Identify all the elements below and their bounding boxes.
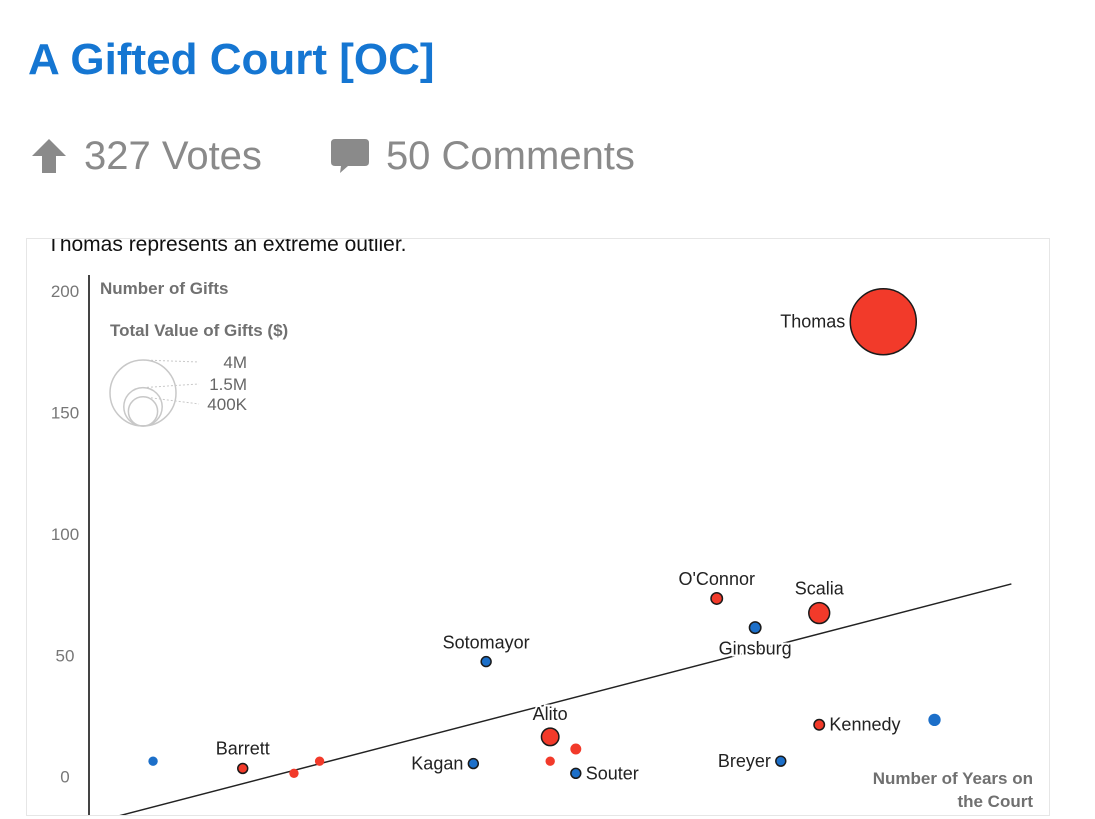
comments-count: 50 Comments [385,133,635,178]
data-point-sotomayor [480,655,492,668]
trend-line [119,583,1012,815]
size-legend-label: 4M [223,353,247,372]
votes-button[interactable]: 327 Votes [30,134,262,179]
point-label: Barrett [216,738,270,758]
size-legend-title: Total Value of Gifts ($) [110,321,288,340]
point-label: Alito [533,704,568,724]
point-label: Scalia [795,579,845,599]
data-point-scalia [808,601,831,625]
size-legend-label: 1.5M [209,375,247,394]
point-label: Thomas [780,312,845,332]
size-legend-leader [142,359,200,363]
data-point-unlabeled [928,713,941,727]
x-axis-title: the Court [957,792,1033,811]
comments-button[interactable]: 50 Comments [330,134,635,179]
point-label: O'Connor [678,569,754,589]
data-point-barrett [237,762,249,775]
speech-bubble-icon[interactable] [330,137,370,175]
data-point-breyer [775,755,787,767]
point-label: Breyer [718,751,771,771]
data-point-souter [570,767,582,779]
y-axis-title: Number of Gifts [100,279,228,298]
data-point-kennedy [813,718,826,731]
size-legend-circle [109,359,177,427]
point-label: Ginsburg [719,638,792,658]
y-tick-label: 100 [51,525,79,544]
chart-caption: Thomas represents an extreme outlier. [47,238,407,256]
y-tick-label: 200 [51,282,79,301]
data-point-unlabeled [570,743,582,755]
point-label: Souter [586,763,639,783]
post-title[interactable]: A Gifted Court [OC] [28,35,435,84]
point-label: Kennedy [829,715,900,735]
gifts-scatter-chart: 0 50 100 150 200 Number of Gifts Total Value o… [51,275,1033,815]
data-point-kagan [467,757,480,770]
data-point-alito [540,727,560,747]
data-point-oconnor [710,592,724,605]
y-tick-label: 0 [60,768,69,787]
size-legend-leader [142,396,200,405]
up-arrow-icon[interactable] [30,137,68,175]
y-tick-label: 50 [56,646,75,665]
data-point-unlabeled [314,756,325,766]
size-legend-leader [142,383,200,389]
votes-count: 327 Votes [84,133,262,178]
size-legend-circle [127,396,159,427]
data-point-unlabeled [289,768,299,778]
data-point-thomas [849,287,918,356]
post-meta: 327 Votes 50 Comments [30,130,635,182]
x-axis-title: Number of Years on [873,769,1033,788]
data-point-ginsburg [748,621,762,635]
y-tick-label: 150 [51,404,79,423]
data-point-unlabeled [545,756,555,766]
chart-figure: Thomas represents an extreme outlier. 0 5… [26,238,1050,816]
point-label: Kagan [411,754,463,774]
point-label: Sotomayor [443,633,530,653]
size-legend-label: 400K [207,395,247,414]
data-point-unlabeled [148,756,158,766]
